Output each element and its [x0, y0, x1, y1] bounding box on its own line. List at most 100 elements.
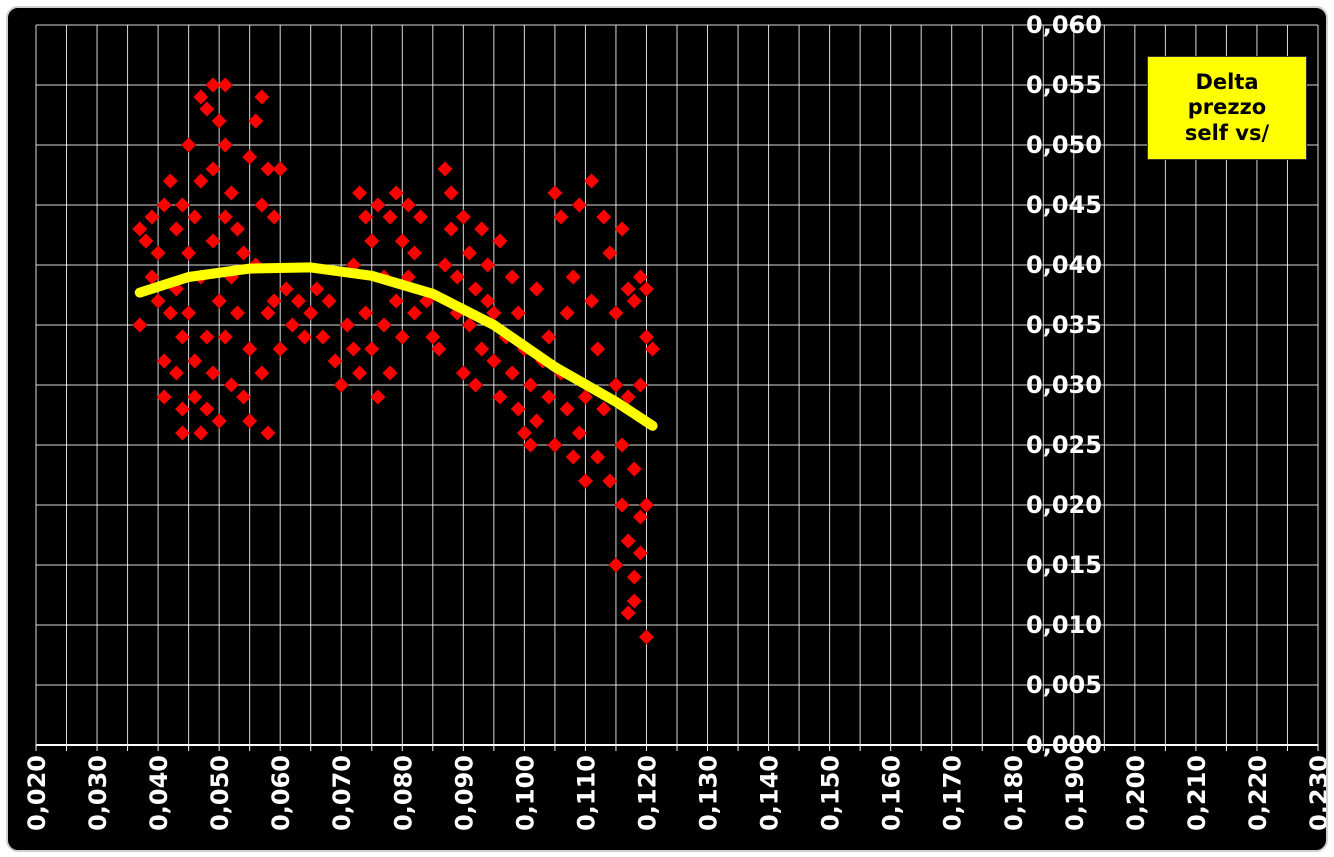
data-point: [614, 221, 630, 237]
trend-line-layer: [134, 262, 658, 431]
data-point: [608, 557, 624, 573]
data-point: [132, 317, 148, 333]
data-point: [590, 341, 606, 357]
data-point: [175, 329, 191, 345]
data-point: [480, 257, 496, 273]
data-point: [193, 89, 209, 105]
x-tick-label: 0,080: [389, 755, 417, 831]
data-point: [529, 281, 545, 297]
data-point: [620, 389, 636, 405]
data-point: [211, 293, 227, 309]
x-tick-label: 0,220: [1244, 755, 1272, 831]
data-point: [205, 365, 221, 381]
y-tick-labels: 0,000 0,005 0,010 0,015 0,020 0,025 0,030 0,035…: [1026, 11, 1102, 759]
data-point: [504, 365, 520, 381]
data-point: [437, 161, 453, 177]
data-point: [217, 209, 233, 225]
data-point: [333, 377, 349, 393]
data-point: [376, 317, 392, 333]
data-point: [217, 329, 233, 345]
x-tick-label: 0,180: [1000, 755, 1028, 831]
data-point: [217, 137, 233, 153]
data-point: [168, 365, 184, 381]
data-point: [559, 401, 575, 417]
y-tick-label: 0,040: [1026, 251, 1102, 279]
data-point: [394, 233, 410, 249]
data-point: [638, 281, 654, 297]
data-point: [382, 209, 398, 225]
data-point: [260, 305, 276, 321]
data-point: [413, 209, 429, 225]
x-tick-label: 0,040: [145, 755, 173, 831]
data-point: [370, 389, 386, 405]
data-point: [309, 281, 325, 297]
x-tick-label: 0,110: [572, 755, 600, 831]
x-tick-label: 0,120: [633, 755, 661, 831]
x-tick-label: 0,060: [267, 755, 295, 831]
data-point: [614, 437, 630, 453]
data-point: [175, 401, 191, 417]
data-point: [175, 197, 191, 213]
data-point: [223, 377, 239, 393]
data-point: [577, 389, 593, 405]
data-point: [187, 353, 203, 369]
data-point: [181, 137, 197, 153]
x-tick-label: 0,030: [84, 755, 112, 831]
x-tick-label: 0,150: [817, 755, 845, 831]
y-tick-label: 0,005: [1026, 671, 1102, 699]
data-point: [394, 329, 410, 345]
data-point: [406, 245, 422, 261]
data-point: [199, 329, 215, 345]
data-point: [242, 341, 258, 357]
data-point: [254, 365, 270, 381]
y-tick-label: 0,020: [1026, 491, 1102, 519]
data-point: [236, 389, 252, 405]
data-point: [620, 281, 636, 297]
data-point: [339, 317, 355, 333]
data-point: [461, 317, 477, 333]
data-point: [144, 269, 160, 285]
data-point: [382, 365, 398, 381]
data-point: [468, 281, 484, 297]
data-point: [181, 245, 197, 261]
data-point: [156, 389, 172, 405]
data-point: [602, 473, 618, 489]
data-point: [266, 209, 282, 225]
data-point: [571, 197, 587, 213]
data-point: [626, 461, 642, 477]
data-point: [455, 365, 471, 381]
data-point: [266, 293, 282, 309]
scatter-plot: 0,000 0,005 0,010 0,015 0,020 0,025 0,030 0,035…: [23, 11, 1326, 831]
data-point: [547, 185, 563, 201]
data-point: [608, 305, 624, 321]
data-point: [278, 281, 294, 297]
data-point: [541, 389, 557, 405]
data-point: [150, 293, 166, 309]
data-point: [602, 245, 618, 261]
data-point: [559, 305, 575, 321]
data-point: [516, 425, 532, 441]
data-point: [242, 413, 258, 429]
data-point: [211, 113, 227, 129]
y-tick-label: 0,010: [1026, 611, 1102, 639]
data-point: [358, 305, 374, 321]
data-point: [638, 497, 654, 513]
data-point: [229, 305, 245, 321]
data-point: [254, 89, 270, 105]
data-point: [144, 209, 160, 225]
data-point: [626, 569, 642, 585]
data-point: [590, 449, 606, 465]
data-point: [242, 149, 258, 165]
y-tick-label: 0,030: [1026, 371, 1102, 399]
data-point: [529, 413, 545, 429]
y-tick-label: 0,045: [1026, 191, 1102, 219]
data-point: [260, 161, 276, 177]
data-point: [181, 305, 197, 321]
data-point: [138, 233, 154, 249]
data-point: [443, 221, 459, 237]
data-point: [632, 545, 648, 561]
data-point: [284, 317, 300, 333]
data-point: [162, 173, 178, 189]
legend-box: Delta prezzo self vs/: [1147, 56, 1307, 160]
data-point: [132, 221, 148, 237]
